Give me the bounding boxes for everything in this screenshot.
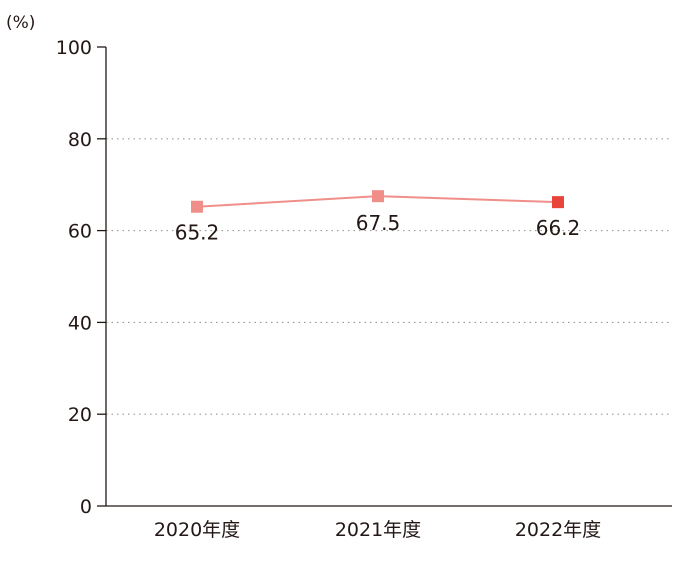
y-tick-label: 60 bbox=[68, 221, 92, 243]
y-tick-label: 0 bbox=[80, 496, 92, 518]
y-tick-label: 80 bbox=[68, 129, 92, 151]
x-axis-category-labels: 2020年度 2021年度 2022年度 bbox=[154, 519, 601, 541]
y-tick-label: 40 bbox=[68, 312, 92, 334]
data-point-marker bbox=[552, 196, 564, 209]
x-category-label: 2022年度 bbox=[515, 519, 601, 541]
data-point-marker bbox=[191, 200, 203, 213]
y-tick-label: 20 bbox=[68, 404, 92, 426]
series-markers bbox=[191, 190, 564, 213]
y-axis-unit-label: (%) bbox=[6, 13, 35, 33]
x-category-label: 2021年度 bbox=[335, 519, 421, 541]
y-axis-ticks: 0 20 40 60 80 100 bbox=[56, 37, 106, 518]
x-category-label: 2020年度 bbox=[154, 519, 240, 541]
axes bbox=[105, 47, 672, 507]
data-value-label: 67.5 bbox=[356, 211, 401, 235]
data-value-label: 66.2 bbox=[536, 216, 581, 240]
data-point-marker bbox=[372, 190, 384, 203]
data-labels: 65.2 67.5 66.2 bbox=[175, 211, 581, 245]
gridlines bbox=[106, 138, 672, 415]
y-tick-label: 100 bbox=[56, 37, 92, 59]
data-value-label: 65.2 bbox=[175, 221, 220, 245]
